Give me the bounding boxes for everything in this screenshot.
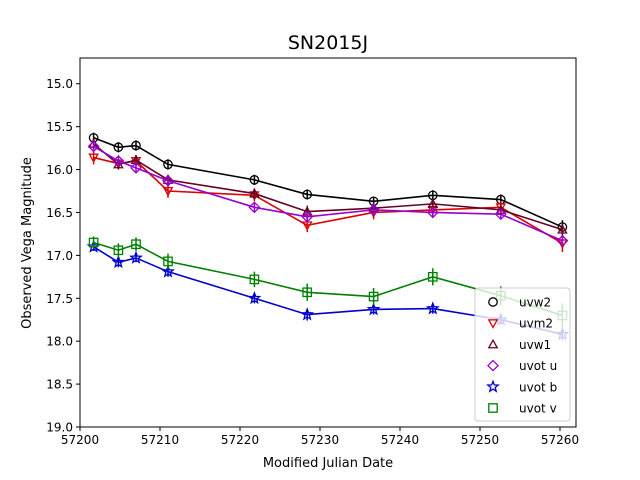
x-tick-label: 57260	[541, 433, 579, 447]
chart-title: SN2015J	[288, 32, 368, 54]
y-tick-label: 17.5	[46, 292, 73, 306]
axes-layer: 57200 57210 57220 57230 57240 57250 57260 15.0 1…	[46, 57, 579, 447]
series-line-uvot-u	[93, 145, 563, 242]
x-tick-label: 57210	[141, 433, 179, 447]
data-point-uvot-u	[162, 174, 174, 187]
data-point-uvot-v	[88, 237, 99, 248]
data-point-uvot-b	[129, 250, 143, 264]
data-point-uvw1	[557, 224, 568, 234]
legend: uvw2 uvm2 uvw1 uvot u uvot b uvot v	[474, 287, 571, 422]
legend-marker-uvw1	[487, 338, 499, 349]
series-line-uvw1	[93, 143, 563, 231]
legend-label-uvm2: uvm2	[519, 317, 553, 331]
x-tick-label: 57200	[61, 433, 99, 447]
data-point-uvot-v	[427, 271, 438, 282]
y-tick-label: 16.0	[46, 163, 73, 177]
data-point-uvw2	[163, 159, 173, 170]
legend-box	[474, 287, 571, 422]
series-uvw2	[88, 132, 568, 234]
data-point-uvm2	[162, 187, 174, 197]
x-tick-label: 57220	[221, 433, 259, 447]
y-axis-label: Observed Vega Magnitude	[20, 157, 35, 329]
legend-label-uvot-v: uvot v	[519, 402, 557, 416]
data-point-uvw1	[249, 188, 260, 198]
data-point-uvm2	[88, 153, 99, 164]
legend-label-uvot-b: uvot b	[519, 380, 557, 394]
x-tick-label: 57230	[301, 433, 339, 447]
data-point-uvot-b	[425, 301, 440, 315]
y-tick-label: 17.0	[46, 249, 73, 263]
data-point-uvot-b	[111, 254, 126, 269]
data-point-uvot-u	[301, 210, 314, 223]
data-point-uvot-u	[494, 208, 507, 221]
legend-marker-uvot-u	[487, 359, 499, 372]
legend-label-uvw2: uvw2	[519, 296, 551, 310]
legend-marker-uvw2	[488, 297, 498, 307]
data-point-uvot-u	[367, 203, 380, 216]
series-line-uvot-v	[93, 241, 563, 317]
x-axis-label: Modified Julian Date	[263, 456, 393, 471]
plot-series-layer	[86, 132, 570, 341]
series-line-uvm2	[93, 156, 563, 245]
data-point-uvot-v	[302, 287, 313, 298]
series-uvot-u	[87, 140, 569, 247]
y-tick-label: 15.5	[46, 120, 73, 134]
data-point-uvot-v	[131, 239, 141, 250]
data-point-uvm2	[495, 203, 507, 213]
data-point-uvw2	[113, 142, 124, 153]
legend-marker-uvot-b	[486, 379, 500, 393]
series-uvm2	[88, 150, 568, 252]
legend-label-uvw1: uvw1	[519, 338, 551, 352]
data-point-uvw2	[249, 175, 260, 185]
y-tick-label: 16.5	[46, 206, 73, 220]
legend-marker-uvot-v	[488, 403, 498, 413]
y-tick-label: 15.0	[46, 77, 73, 91]
series-line-uvw2	[93, 137, 563, 228]
data-point-uvot-u	[112, 155, 125, 167]
data-point-uvot-v	[163, 256, 173, 267]
data-point-uvw2	[131, 140, 141, 151]
x-tick-label: 57240	[381, 433, 419, 447]
data-point-uvot-b	[247, 290, 262, 305]
data-point-uvot-b	[300, 307, 315, 321]
y-tick-label: 19.0	[46, 421, 73, 435]
data-point-uvot-b	[366, 302, 381, 316]
data-point-uvot-u	[426, 206, 439, 219]
data-point-uvot-v	[368, 291, 379, 302]
data-point-uvot-v	[113, 245, 124, 256]
data-point-uvot-u	[556, 234, 569, 247]
plot-frame	[79, 57, 577, 428]
series-line-uvot-b	[93, 246, 563, 336]
data-point-uvot-u	[130, 161, 142, 174]
legend-marker-uvm2	[487, 319, 499, 329]
x-tick-label: 57250	[461, 433, 499, 447]
data-point-uvot-b	[161, 264, 175, 278]
y-tick-label: 18.0	[46, 335, 73, 349]
data-point-uvot-u	[87, 140, 100, 153]
y-tick-label: 18.5	[46, 378, 73, 392]
data-point-uvot-u	[248, 201, 261, 214]
data-point-uvot-v	[249, 274, 260, 285]
data-point-uvw2	[302, 189, 313, 200]
legend-label-uvot-u: uvot u	[519, 359, 557, 373]
